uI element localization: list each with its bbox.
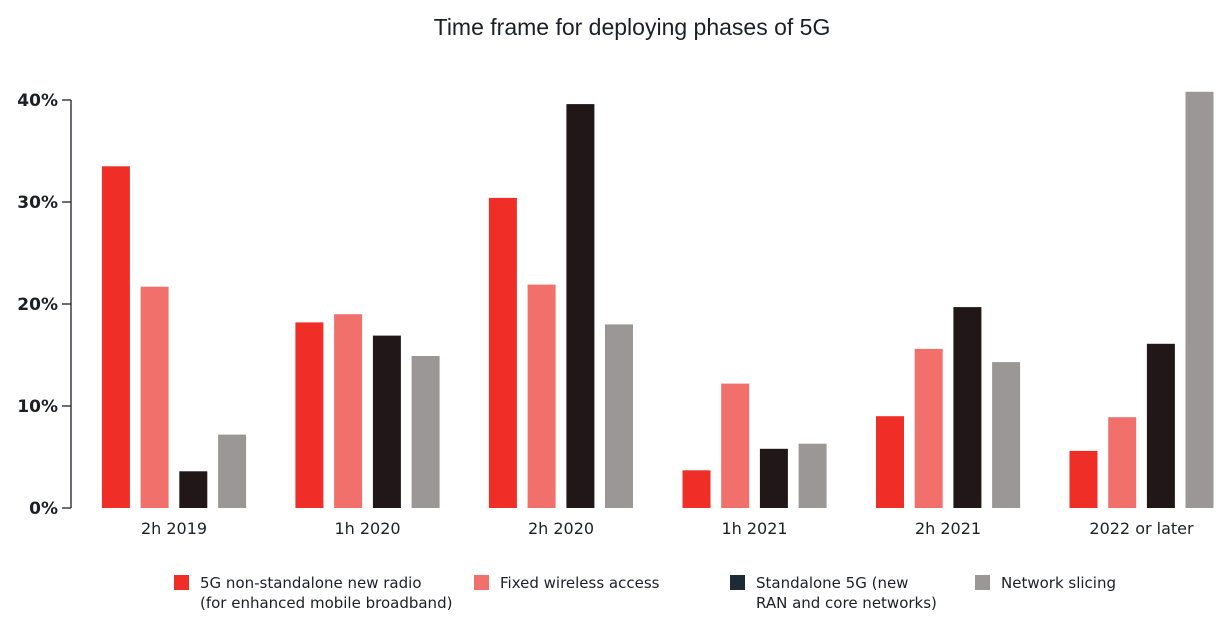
bar xyxy=(1185,91,1214,509)
bar xyxy=(218,434,247,508)
x-tick-label: 1h 2020 xyxy=(334,519,400,538)
bar xyxy=(372,335,401,508)
x-axis: 2h 2019 1h 2020 2h 2020 1h 2021 2h 2021 2022 … xyxy=(141,519,1194,538)
legend-label: Network slicing xyxy=(1001,574,1116,592)
legend-item: Network slicing xyxy=(975,573,1116,593)
bar xyxy=(992,362,1021,508)
bar-group xyxy=(295,314,440,508)
legend-label: Fixed wireless access xyxy=(500,574,660,592)
bar xyxy=(411,356,440,508)
bar xyxy=(1108,417,1137,508)
legend-item: 5G non-standalone new radio (for enhance… xyxy=(174,573,452,613)
x-tick-label: 2h 2021 xyxy=(915,519,981,538)
bar xyxy=(798,443,827,508)
legend-swatch xyxy=(174,575,189,590)
legend-swatch xyxy=(975,575,990,590)
x-tick-label: 2h 2020 xyxy=(528,519,594,538)
chart-title: Time frame for deploying phases of 5G xyxy=(433,14,831,40)
bar xyxy=(101,166,130,509)
legend: 5G non-standalone new radio (for enhance… xyxy=(0,573,1231,623)
bar xyxy=(914,348,943,508)
legend-swatch xyxy=(474,575,489,590)
x-tick-label: 1h 2021 xyxy=(721,519,787,538)
bar xyxy=(295,322,324,508)
bar xyxy=(682,470,711,508)
bar-group xyxy=(1069,91,1214,509)
y-axis: 0% 10% 20% 30% 40% xyxy=(17,91,72,519)
bar xyxy=(759,448,788,508)
y-tick-label: 20% xyxy=(17,295,58,315)
bar xyxy=(1146,343,1175,508)
y-tick-label: 0% xyxy=(29,499,58,519)
bar-group xyxy=(101,166,247,509)
bar xyxy=(566,104,595,508)
bar xyxy=(334,314,363,508)
bar xyxy=(527,284,556,508)
legend-swatch xyxy=(730,575,745,590)
bar xyxy=(721,383,750,508)
bars xyxy=(101,91,1214,509)
bar-group xyxy=(876,307,1021,508)
bar xyxy=(1069,450,1098,508)
legend-item: Standalone 5G (new RAN and core networks… xyxy=(730,573,937,613)
bar-group xyxy=(682,383,827,508)
bar xyxy=(605,324,633,508)
y-tick-label: 10% xyxy=(17,397,58,417)
bar xyxy=(140,286,169,508)
legend-item: Fixed wireless access xyxy=(474,573,659,593)
legend-label: 5G non-standalone new radio (for enhance… xyxy=(200,574,453,612)
bar xyxy=(876,416,904,508)
legend-label: Standalone 5G (new RAN and core networks… xyxy=(756,574,937,612)
bar xyxy=(953,307,982,508)
y-tick-label: 30% xyxy=(17,193,58,213)
bar xyxy=(488,197,517,508)
bar-group xyxy=(488,104,633,508)
x-tick-label: 2022 or later xyxy=(1089,519,1194,538)
y-tick-label: 40% xyxy=(17,91,58,111)
bar xyxy=(179,471,208,508)
x-tick-label: 2h 2019 xyxy=(141,519,207,538)
